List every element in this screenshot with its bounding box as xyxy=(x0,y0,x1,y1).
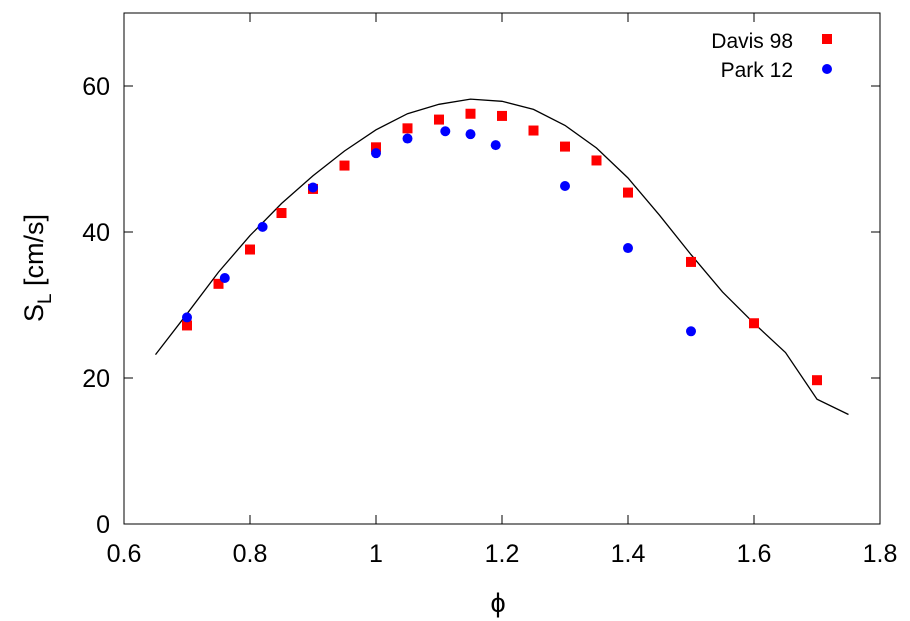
park-12-point xyxy=(308,182,318,193)
x-tick-label: 1.6 xyxy=(737,540,772,568)
davis-98-point xyxy=(812,375,822,386)
park-12-point xyxy=(465,129,476,140)
davis-98-point xyxy=(623,187,633,198)
davis-98-point xyxy=(528,125,539,136)
y-tick-label: 40 xyxy=(82,219,110,247)
davis-98-point xyxy=(276,208,287,219)
park-12-point xyxy=(257,221,268,232)
park-12-point xyxy=(686,326,696,337)
x-tick-label: 1.2 xyxy=(485,540,520,568)
legend-marker-davis-98 xyxy=(822,34,832,44)
axis-tick-labels: 0.6 0.8 1 1.2 1.4 1.6 1.8 0 20 40 60 xyxy=(82,73,897,568)
y-axis-label-unit: [cm/s] xyxy=(19,214,49,294)
park-12-point xyxy=(371,148,381,159)
park-12-point xyxy=(560,181,570,192)
davis-98-point xyxy=(434,114,444,125)
x-tick-label: 0.6 xyxy=(107,540,142,568)
y-tick-label: 60 xyxy=(82,73,110,101)
x-tick-label: 1 xyxy=(369,540,383,568)
legend-marker-park-12 xyxy=(822,64,832,74)
legend-label-park-12: Park 12 xyxy=(721,59,793,82)
park-12-point xyxy=(402,133,413,144)
model-curve xyxy=(154,98,849,416)
davis-98-point xyxy=(686,256,696,267)
y-axis-label-main: S xyxy=(19,304,49,322)
x-tick-label: 1.8 xyxy=(863,540,898,568)
x-axis-label: ϕ xyxy=(490,588,505,618)
davis-98-point xyxy=(245,244,255,255)
data-markers-layer xyxy=(182,108,822,386)
davis-98-point xyxy=(560,141,570,152)
davis-98-point xyxy=(749,318,759,329)
davis-98-point xyxy=(402,123,413,134)
axis-ticks xyxy=(123,13,881,525)
davis-98-point xyxy=(465,108,476,119)
x-tick-label: 0.8 xyxy=(233,540,268,568)
model-curve-layer xyxy=(154,98,849,416)
legend-label-davis-98: Davis 98 xyxy=(711,30,793,53)
y-axis-label-subscript: L xyxy=(35,293,56,304)
y-tick-label: 20 xyxy=(82,365,110,393)
x-tick-label: 1.4 xyxy=(611,540,646,568)
davis-98-point xyxy=(339,160,350,171)
y-tick-label: 0 xyxy=(96,511,110,539)
park-12-point xyxy=(623,243,633,254)
davis-98-point xyxy=(497,110,507,121)
davis-98-point xyxy=(213,278,224,289)
park-12-point xyxy=(182,312,192,323)
davis-98-point xyxy=(182,320,192,331)
park-12-point xyxy=(490,140,501,151)
legend: Davis 98 Park 12 xyxy=(711,30,832,82)
park-12-point xyxy=(440,126,451,137)
y-axis-label: SL [cm/s] xyxy=(19,214,56,322)
davis-98-point xyxy=(591,155,602,166)
davis-98-point xyxy=(371,142,381,153)
plot-frame xyxy=(123,12,881,525)
park-12-point xyxy=(219,272,230,283)
